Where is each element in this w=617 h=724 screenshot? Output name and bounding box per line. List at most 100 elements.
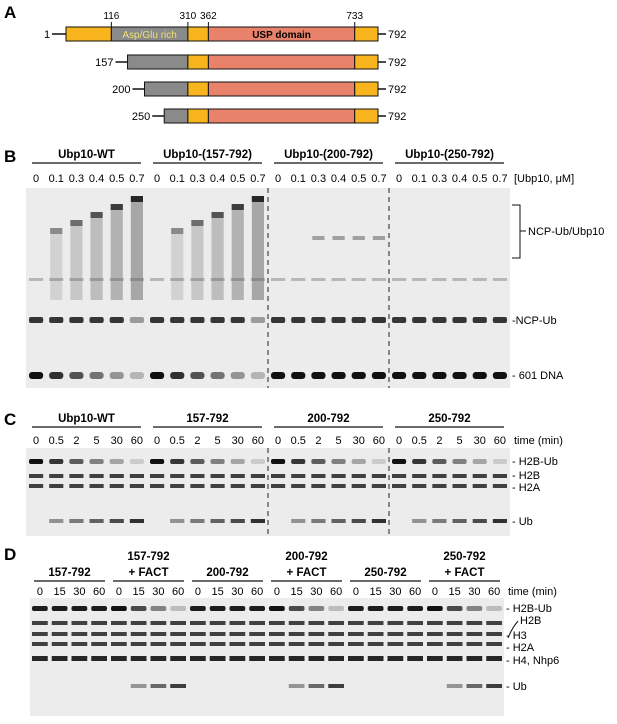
time-label: 0 xyxy=(432,586,438,598)
band-ncp-ub xyxy=(472,317,487,323)
time-label: 30 xyxy=(310,586,322,598)
band-faint xyxy=(412,278,427,281)
band-h2a xyxy=(229,642,246,646)
concentration-label: 0 xyxy=(275,173,281,185)
time-label: 60 xyxy=(252,435,264,447)
band-ub xyxy=(150,684,167,688)
complex-band xyxy=(352,236,365,240)
group-header: 157-792 xyxy=(127,551,169,563)
band-h2b-ub xyxy=(387,606,404,611)
band-ub xyxy=(351,519,366,523)
band-601-dna xyxy=(69,372,84,379)
band-h2b xyxy=(32,621,48,625)
band-601-dna xyxy=(250,372,265,379)
band-ncp-ub xyxy=(271,317,286,323)
time-label: 0.5 xyxy=(49,435,64,447)
band-h2b xyxy=(392,474,407,478)
band-h2b xyxy=(387,621,404,625)
band-faint xyxy=(472,278,487,281)
band-601-dna xyxy=(371,372,386,379)
band-ncp-ub xyxy=(492,317,507,323)
complex-band xyxy=(171,228,184,234)
band-h4-nhp6 xyxy=(387,656,404,661)
band-h2b-ub xyxy=(492,459,507,464)
group-header-fact: + FACT xyxy=(287,567,327,579)
band-h3 xyxy=(288,632,305,636)
band-h2a xyxy=(49,484,64,488)
band-h4-nhp6 xyxy=(190,656,206,661)
band-faint xyxy=(29,278,44,281)
band-h2b-ub xyxy=(432,459,447,464)
band-h2b-ub xyxy=(291,459,306,464)
band-ub xyxy=(210,519,225,523)
band-h2b xyxy=(170,621,186,625)
panel-a-letter: A xyxy=(4,3,16,22)
band-h2b xyxy=(49,474,64,478)
band-label: - H2B-Ub xyxy=(506,603,552,615)
band-label: H2B xyxy=(520,615,541,627)
band-h3 xyxy=(308,632,325,636)
complex-band xyxy=(211,212,224,218)
band-h2b-ub xyxy=(249,606,265,611)
band-h2b-ub xyxy=(288,606,305,611)
band-ncp-ub xyxy=(69,317,84,323)
band-h2b xyxy=(412,474,427,478)
band-h2a xyxy=(328,642,344,646)
band-601-dna xyxy=(291,372,306,379)
band-h2b-ub xyxy=(269,606,285,611)
band-601-dna xyxy=(331,372,346,379)
concentration-label: 0.4 xyxy=(89,173,104,185)
band-h2b-ub xyxy=(472,459,487,464)
band-h2b xyxy=(190,474,205,478)
band-label: - 601 DNA xyxy=(512,370,564,382)
time-label: 2 xyxy=(436,435,442,447)
band-faint xyxy=(69,278,84,281)
band-h2a xyxy=(91,642,107,646)
band-h2a xyxy=(89,484,104,488)
band-h3 xyxy=(130,632,147,636)
band-h2a xyxy=(69,484,84,488)
time-label: 15 xyxy=(133,586,145,598)
construct-end-label: 792 xyxy=(388,111,406,123)
band-h2a xyxy=(129,484,144,488)
band-601-dna xyxy=(210,372,225,379)
band-ub xyxy=(170,684,186,688)
band-h2b xyxy=(71,621,88,625)
band-h4-nhp6 xyxy=(150,656,167,661)
band-h2a xyxy=(170,642,186,646)
band-h2b-ub xyxy=(190,459,205,464)
complex-smear xyxy=(90,212,103,300)
band-h4-nhp6 xyxy=(170,656,186,661)
band-h2b xyxy=(308,621,325,625)
concentration-label: 0.7 xyxy=(492,173,507,185)
band-h2a xyxy=(29,484,44,488)
band-h2a xyxy=(308,642,325,646)
band-h2b-ub xyxy=(311,459,326,464)
band-h2b xyxy=(446,621,463,625)
band-h3 xyxy=(51,632,68,636)
band-601-dna xyxy=(271,372,286,379)
band-h2b-ub xyxy=(392,459,407,464)
band-h2b-ub xyxy=(328,606,344,611)
band-h2b-ub xyxy=(209,606,226,611)
band-h3 xyxy=(407,632,423,636)
band-h4-nhp6 xyxy=(466,656,483,661)
band-601-dna xyxy=(392,372,407,379)
band-h2b-ub xyxy=(230,459,245,464)
band-h2b xyxy=(291,474,306,478)
concentration-label: 0.4 xyxy=(331,173,346,185)
construct-end-label: 792 xyxy=(388,57,406,69)
band-h3 xyxy=(486,632,502,636)
band-faint xyxy=(129,278,144,281)
complex-band xyxy=(70,220,83,226)
complex-band xyxy=(312,236,325,240)
band-ncp-ub xyxy=(432,317,447,323)
band-ncp-ub xyxy=(311,317,326,323)
concentration-label: 0 xyxy=(33,173,39,185)
time-label: 2 xyxy=(73,435,79,447)
group-header: 200-792 xyxy=(307,413,349,425)
band-601-dna xyxy=(452,372,467,379)
group-header: 200-792 xyxy=(206,567,248,579)
band-601-dna xyxy=(89,372,104,379)
